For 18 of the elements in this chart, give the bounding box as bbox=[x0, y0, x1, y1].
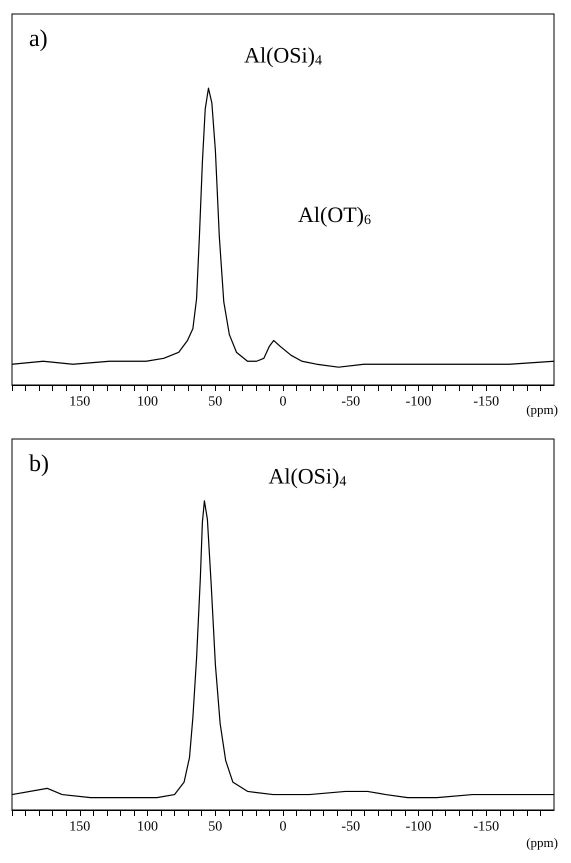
x-tick-label: 50 bbox=[208, 820, 222, 834]
x-tick-label: 150 bbox=[69, 394, 90, 410]
chart-title: a) bbox=[29, 26, 48, 52]
x-tick-label: -50 bbox=[341, 394, 360, 410]
x-tick-label: -150 bbox=[473, 820, 500, 834]
x-tick-label: 50 bbox=[208, 394, 222, 410]
x-tick-label: -100 bbox=[406, 820, 432, 834]
x-tick-label: 0 bbox=[280, 394, 286, 410]
x-axis-title: (ppm) bbox=[526, 402, 558, 417]
x-tick-label: 0 bbox=[280, 820, 286, 834]
x-tick-label: 150 bbox=[69, 820, 90, 834]
x-tick-label: -150 bbox=[473, 394, 500, 410]
x-axis-title: (ppm) bbox=[526, 835, 558, 850]
chart-title: b) bbox=[29, 451, 49, 477]
x-tick-label: -100 bbox=[406, 394, 432, 410]
x-tick-label: 100 bbox=[137, 394, 158, 410]
x-tick-label: -50 bbox=[341, 820, 360, 834]
x-tick-label: 100 bbox=[137, 820, 158, 834]
